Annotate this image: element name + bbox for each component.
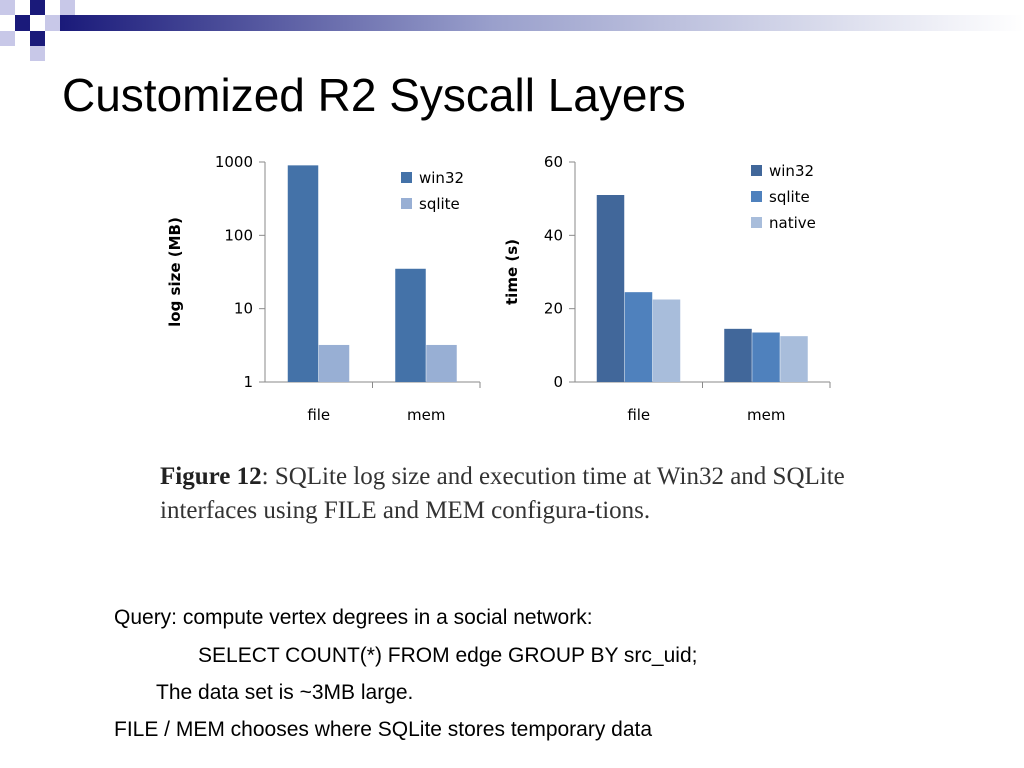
- bar-win32-mem: [395, 268, 426, 382]
- deco-square: [0, 31, 15, 46]
- figure-caption: Figure 12: SQLite log size and execution…: [160, 460, 850, 528]
- deco-square: [60, 0, 75, 15]
- y-tick-label: 0: [553, 373, 563, 391]
- bar-sqlite-file: [318, 344, 350, 382]
- file-mem-note: FILE / MEM chooses where SQLite stores t…: [114, 718, 653, 741]
- legend-label-win32: win32: [419, 169, 464, 187]
- bar-native-mem: [780, 336, 808, 382]
- legend-swatch-win32: [751, 165, 762, 176]
- bar-win32-file: [287, 165, 319, 382]
- deco-square: [45, 15, 60, 31]
- bar-win32-mem: [724, 328, 752, 382]
- slide-decoration: [0, 0, 1024, 61]
- legend-swatch-sqlite: [751, 191, 762, 202]
- y-tick-label: 40: [544, 226, 563, 244]
- sql-statement: SELECT COUNT(*) FROM edge GROUP BY src_u…: [198, 644, 698, 667]
- query-description: Query: compute vertex degrees in a socia…: [114, 606, 593, 629]
- y-tick-label: 100: [224, 226, 253, 244]
- y-tick-label: 1: [243, 373, 253, 391]
- x-tick-label: mem: [407, 406, 445, 424]
- bar-sqlite-mem: [752, 332, 780, 382]
- log-size-chart: 1 10 100 1000 log size (MB) file mem win32 sqlit…: [150, 140, 490, 430]
- legend-label-sqlite: sqlite: [419, 195, 460, 213]
- y-axis-label: time (s): [503, 239, 521, 305]
- figure-caption-label: Figure 12: [160, 463, 262, 490]
- x-tick-label: file: [307, 406, 330, 424]
- legend-swatch-win32: [401, 172, 412, 183]
- y-axis-label: log size (MB): [166, 217, 184, 327]
- legend-label-native: native: [769, 214, 816, 232]
- deco-square: [30, 0, 45, 15]
- bar-win32-file: [596, 195, 625, 382]
- legend-label-win32: win32: [769, 162, 814, 180]
- bar-native-file: [652, 299, 681, 382]
- header-gradient-band: [60, 15, 1024, 31]
- deco-square: [15, 15, 30, 31]
- y-tick-label: 10: [234, 300, 253, 318]
- legend-swatch-sqlite: [401, 198, 412, 209]
- y-tick-label: 1000: [215, 153, 253, 171]
- bar-sqlite-mem: [426, 344, 457, 382]
- bar-sqlite-file: [624, 292, 653, 382]
- dataset-size-note: The data set is ~3MB large.: [156, 681, 414, 704]
- x-tick-label: file: [627, 406, 650, 424]
- legend-label-sqlite: sqlite: [769, 188, 810, 206]
- legend-swatch-native: [751, 217, 762, 228]
- deco-square: [30, 46, 45, 61]
- y-tick-label: 60: [544, 153, 563, 171]
- y-tick-label: 20: [544, 300, 563, 318]
- slide-title: Customized R2 Syscall Layers: [62, 69, 686, 121]
- time-chart: 0 20 40 60 time (s) file mem win32 sqlite native: [495, 140, 840, 430]
- figure-caption-text: : SQLite log size and execution time at …: [160, 463, 845, 524]
- x-tick-label: mem: [747, 406, 785, 424]
- deco-square: [30, 31, 45, 46]
- deco-square: [0, 0, 15, 15]
